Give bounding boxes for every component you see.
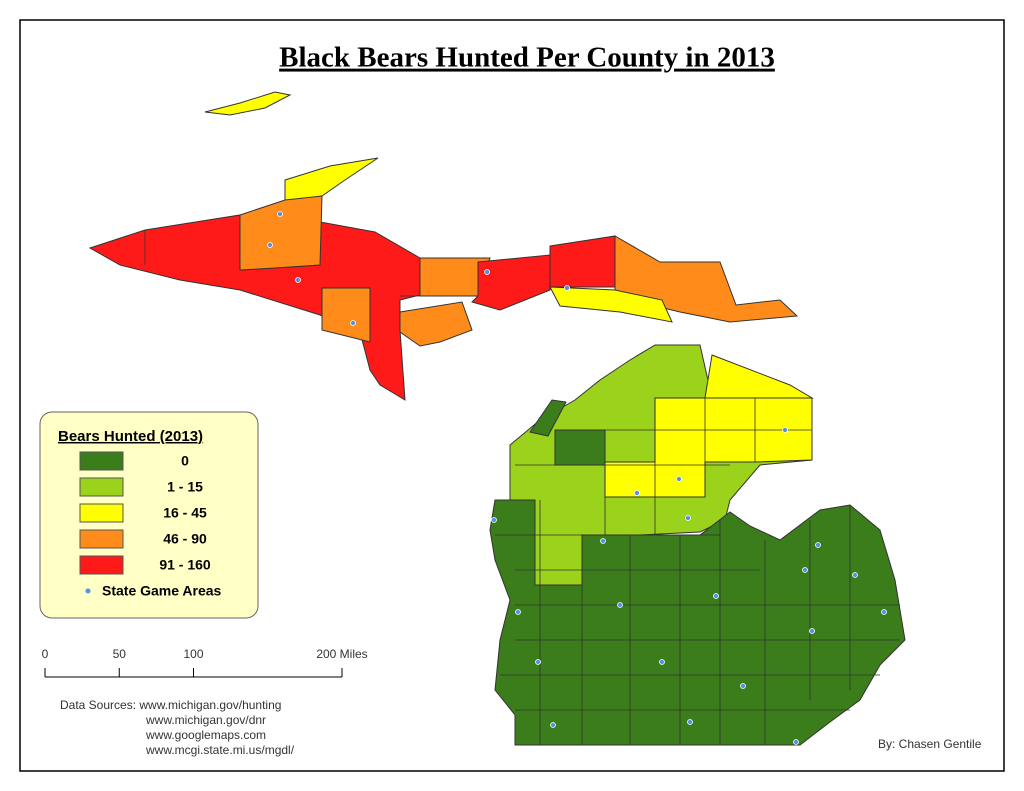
region: [204, 91, 292, 116]
game-area: [600, 538, 606, 544]
legend-swatch: [79, 503, 124, 523]
legend-label: 91 - 160: [159, 557, 211, 573]
game-area: [515, 609, 521, 615]
legend-label: 0: [181, 453, 189, 469]
game-area: [491, 517, 497, 523]
game-area: [793, 739, 799, 745]
michigan-map: [88, 91, 906, 746]
game-area: [295, 277, 301, 283]
sources: Data Sources: www.michigan.gov/huntingww…: [60, 698, 295, 757]
map-title: Black Bears Hunted Per County in 2013: [279, 42, 775, 74]
legend-label: State Game Areas: [102, 583, 222, 599]
scale-label: 100: [183, 647, 203, 661]
source-line: www.michigan.gov/dnr: [145, 713, 266, 727]
game-areas: [267, 211, 887, 745]
legend: Bears Hunted (2013) 0 1 - 15 16 - 45 46 - 9…: [39, 411, 259, 619]
region: [399, 301, 473, 347]
game-area: [815, 542, 821, 548]
legend-swatch: [79, 451, 124, 471]
scale-label: 50: [113, 647, 127, 661]
game-area: [852, 572, 858, 578]
game-area: [802, 567, 808, 573]
legend-swatch: [79, 529, 124, 549]
source-line: Data Sources: www.michigan.gov/hunting: [60, 698, 281, 712]
legend-label: 16 - 45: [163, 505, 207, 521]
game-area: [277, 211, 283, 217]
region: [529, 399, 567, 437]
source-line: www.googlemaps.com: [145, 728, 266, 742]
game-area: [535, 659, 541, 665]
game-area: [350, 320, 356, 326]
scale-label: 0: [42, 647, 49, 661]
game-area: [550, 722, 556, 728]
legend-swatch: [79, 555, 124, 575]
region: [321, 287, 371, 343]
game-area: [809, 628, 815, 634]
region: [554, 429, 606, 466]
county-lines: [144, 230, 900, 745]
scale-label: 200 Miles: [316, 647, 367, 661]
source-line: www.mcgi.state.mi.us/mgdl/: [145, 743, 295, 757]
game-area: [881, 609, 887, 615]
credit: By: Chasen Gentile: [878, 737, 982, 751]
game-area: [634, 490, 640, 496]
region: [549, 286, 673, 323]
game-area: [564, 285, 570, 291]
legend-label: 46 - 90: [163, 531, 207, 547]
region: [239, 195, 323, 271]
region: [604, 397, 813, 498]
scale-bar: 0 50 100 200 Miles: [42, 647, 368, 678]
game-area: [687, 719, 693, 725]
legend-swatch: [79, 477, 124, 497]
game-area: [617, 602, 623, 608]
legend-game-area-symbol: [85, 588, 91, 594]
game-area: [659, 659, 665, 665]
game-area: [267, 242, 273, 248]
game-area: [740, 683, 746, 689]
game-area: [713, 593, 719, 599]
game-area: [685, 515, 691, 521]
game-area: [484, 269, 490, 275]
legend-title: Bears Hunted (2013): [58, 428, 203, 445]
game-area: [782, 427, 788, 433]
legend-label: 1 - 15: [167, 479, 203, 495]
game-area: [676, 476, 682, 482]
